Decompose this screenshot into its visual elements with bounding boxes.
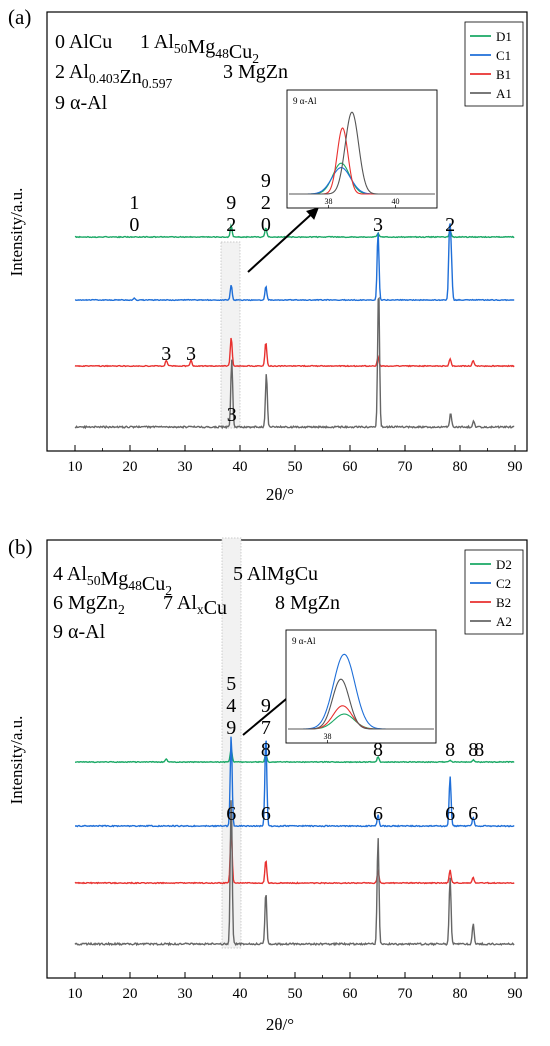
phase-legend-item: 4 Al50Mg48Cu2 [53, 563, 172, 598]
series-line-A1 [74, 296, 515, 430]
inset-line-A1 [289, 111, 435, 195]
peak-annotation: 0 [129, 214, 139, 236]
inset-x-tick-label: 38 [325, 197, 333, 206]
series-line-B2 [74, 830, 515, 885]
x-tick-label: 20 [123, 459, 138, 475]
legend-label-C2: C2 [496, 576, 511, 591]
x-axis-label: 2θ/° [266, 485, 294, 504]
x-tick-label: 70 [398, 459, 413, 475]
plot-frame [46, 539, 528, 979]
peak-annotation: 6 [445, 803, 455, 825]
phase-legend-item: 9 α-Al [53, 621, 106, 643]
x-tick-label: 30 [178, 986, 193, 1002]
zoom-arrow-head [306, 207, 319, 220]
inset-frame [286, 89, 438, 209]
legend-label-A2: A2 [496, 614, 512, 629]
peak-annotation: 0 [261, 214, 271, 236]
legend-label-A1: A1 [496, 86, 512, 101]
zoom-arrow [247, 209, 317, 273]
x-tick-label: 80 [453, 986, 468, 1002]
peak-annotation: 9 [226, 717, 236, 739]
peak-annotation: 8 [373, 739, 383, 761]
peak-annotation: 8 [468, 739, 478, 761]
legend-label-D2: D2 [496, 557, 512, 572]
x-tick-label: 90 [508, 459, 523, 475]
inset-line-A2 [288, 678, 434, 730]
peak-annotation: 9 [261, 170, 271, 192]
inset-plot: 9 α-Al 38 40 [286, 89, 438, 209]
series-line-B1 [74, 337, 515, 368]
peak-annotation: 6 [261, 803, 271, 825]
peak-annotation: 3 [186, 343, 196, 365]
peak-annotation: 2 [445, 214, 455, 236]
peak-annotation: 6 [373, 803, 383, 825]
x-tick-label: 50 [288, 459, 303, 475]
series-line-C1 [74, 223, 515, 302]
series-legend: D2 C2 B2 A2 [464, 549, 524, 635]
phase-legend-item: 5 AlMgCu [233, 563, 318, 585]
x-tick-label: 10 [68, 459, 83, 475]
phase-legend-item: 0 AlCu [55, 31, 112, 53]
x-tick-label: 40 [233, 986, 248, 1002]
inset-title: 9 α-Al [293, 96, 317, 106]
y-axis-label: Intensity/a.u. [7, 716, 26, 805]
inset-x-tick-label: 40 [392, 197, 400, 206]
peak-annotation: 4 [226, 695, 236, 717]
phase-legend-item: 8 MgZn [275, 592, 340, 614]
peak-annotation: 8 [474, 739, 484, 761]
x-axis-label: 2θ/° [266, 1015, 294, 1034]
peak-annotation: 8 [445, 739, 455, 761]
phase-legend-item: 7 AlxCu [163, 592, 227, 619]
series-line-D1 [74, 223, 515, 239]
series-line-C2 [75, 736, 515, 828]
peak-annotation: 5 [226, 673, 236, 695]
x-tick-label: 60 [343, 986, 358, 1002]
inset-x-tick-label: 38 [324, 732, 332, 741]
legend-label-D1: D1 [496, 29, 512, 44]
peak-annotation: 2 [261, 192, 271, 214]
y-axis-label: Intensity/a.u. [7, 188, 26, 277]
peak-annotation: 2 [226, 214, 236, 236]
series-line-A2 [74, 800, 515, 947]
peak-annotation: 8 [261, 739, 271, 761]
phase-legend-item: 3 MgZn [223, 61, 288, 83]
peak-annotation: 3 [373, 214, 383, 236]
peak-annotation: 3 [161, 343, 171, 365]
x-tick-label: 90 [508, 986, 523, 1002]
series-line-D2 [75, 748, 515, 764]
peak-annotation: 9 [226, 192, 236, 214]
inset-title: 9 α-Al [292, 636, 316, 646]
x-tick-label: 40 [233, 459, 248, 475]
peak-annotation: 6 [468, 803, 478, 825]
x-tick-label: 70 [398, 986, 413, 1002]
x-tick-label: 60 [343, 459, 358, 475]
peak-annotation: 3 [227, 404, 237, 426]
inset-plot: 9 α-Al 38 [285, 629, 437, 744]
plot-frame [46, 11, 528, 452]
x-tick-label: 50 [288, 986, 303, 1002]
panel-label: (b) [8, 535, 33, 559]
panel-b: (b) 10 20 30 40 50 60 70 80 90 2θ/° Intensity/a.u. 5… [7, 535, 528, 1034]
peak-annotation: 1 [129, 192, 139, 214]
peak-highlight-band [220, 241, 241, 429]
legend-label-B1: B1 [496, 67, 511, 82]
peak-annotation: 9 [261, 695, 271, 717]
series-legend: D1 C1 B1 A1 [464, 21, 524, 107]
x-tick-label: 30 [178, 459, 193, 475]
phase-legend-item: 6 MgZn2 [53, 592, 125, 617]
peak-annotation: 6 [226, 803, 236, 825]
x-tick-label: 10 [68, 986, 83, 1002]
phase-legend-item: 1 Al50Mg48Cu2 [140, 31, 259, 66]
phase-legend-item: 9 α-Al [55, 92, 108, 114]
inset-frame [285, 629, 437, 744]
phase-legend-item: 2 Al0.403Zn0.597 [55, 61, 173, 91]
panel-label: (a) [8, 5, 31, 29]
legend-label-C1: C1 [496, 48, 511, 63]
legend-label-B2: B2 [496, 595, 511, 610]
x-tick-label: 80 [453, 459, 468, 475]
x-tick-label: 20 [123, 986, 138, 1002]
peak-annotation: 7 [261, 717, 271, 739]
